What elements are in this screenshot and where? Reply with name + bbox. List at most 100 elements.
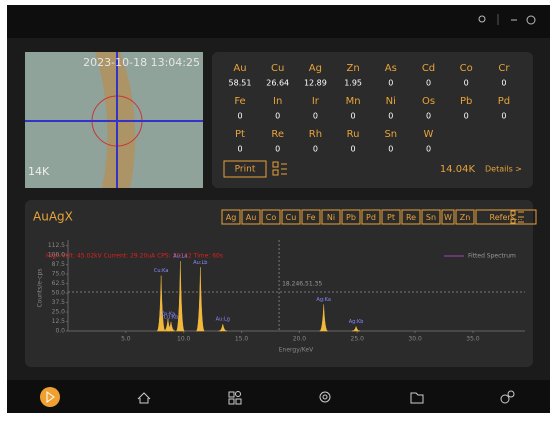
- y-tick-label: 100.0: [48, 252, 65, 259]
- element-symbol: Ru: [347, 129, 360, 140]
- bottom-nav: [7, 380, 550, 413]
- start-button[interactable]: [40, 387, 60, 407]
- x-tick-label: 35.0: [466, 336, 480, 343]
- peak-label: Ag:Kb: [349, 319, 364, 325]
- cursor-label: 18.246,51.35: [282, 281, 322, 288]
- zoom: 14K: [28, 165, 50, 178]
- acquisition-info: High Volt: 45.02kV Current: 29.20uA CPS:…: [46, 253, 223, 260]
- filter-label[interactable]: Pb: [346, 213, 356, 222]
- element-value: 0: [275, 112, 280, 121]
- spectrum-panel: [25, 200, 533, 367]
- element-symbol: Os: [422, 96, 435, 107]
- y-tick-label: 62.5: [52, 280, 66, 287]
- filter-button[interactable]: [341, 209, 361, 225]
- element-value: 0: [501, 79, 506, 88]
- spectrum-peak: [352, 325, 361, 332]
- y-tick-label: 25.0: [52, 309, 66, 316]
- filter-label[interactable]: Sn: [426, 213, 436, 222]
- element-value: 0: [426, 79, 431, 88]
- filter-button[interactable]: [261, 209, 281, 225]
- y-axis-label: Counts/e-cps: [37, 268, 44, 307]
- filter-button[interactable]: [361, 209, 381, 225]
- folder-icon[interactable]: [410, 392, 424, 404]
- filter-button[interactable]: [301, 209, 321, 225]
- element-symbol: Sn: [384, 129, 397, 140]
- x-tick-label: 20.0: [293, 336, 307, 343]
- y-tick-label: 87.5: [52, 261, 66, 268]
- peak-label: Au:Lg: [216, 317, 230, 323]
- element-symbol: Rh: [309, 129, 322, 140]
- settings-icon[interactable]: [319, 391, 331, 403]
- filter-button[interactable]: [441, 209, 455, 225]
- filter-button[interactable]: [281, 209, 301, 225]
- spectrum-peak: [196, 267, 205, 332]
- list-icon[interactable]: [510, 210, 524, 224]
- home-icon[interactable]: [137, 392, 151, 404]
- element-symbol: Re: [271, 129, 284, 140]
- element-symbol: In: [273, 96, 282, 107]
- element-value: 26.64: [266, 79, 289, 88]
- element-value: 0: [464, 79, 469, 88]
- element-symbol: Ni: [386, 96, 396, 107]
- print-label[interactable]: Print: [235, 165, 256, 175]
- filter-label[interactable]: Cu: [286, 213, 297, 222]
- filter-button[interactable]: [421, 209, 441, 225]
- count: 14.04K: [440, 164, 476, 175]
- filter-label[interactable]: Au: [246, 213, 257, 222]
- element-symbol: Pd: [498, 96, 510, 107]
- peak-label: Cu:Ka: [154, 268, 169, 274]
- element-symbol: Pt: [235, 129, 245, 140]
- element-value: 0: [351, 112, 356, 121]
- filter-button[interactable]: [381, 209, 401, 225]
- spectrum-peak: [156, 275, 166, 332]
- filter-label[interactable]: W: [444, 213, 452, 222]
- filter-label[interactable]: Pd: [366, 213, 376, 222]
- peak-label: Au:Lb: [193, 260, 207, 266]
- power[interactable]: [526, 15, 536, 25]
- filter-label[interactable]: Zn: [460, 213, 471, 222]
- spectrum-peak: [218, 324, 227, 332]
- element-value: 0: [388, 145, 393, 154]
- filter-button[interactable]: [321, 209, 341, 225]
- details-link[interactable]: Details >: [485, 165, 522, 174]
- results-panel: [212, 52, 533, 188]
- print-button[interactable]: [223, 160, 267, 178]
- x-tick-label: 15.0: [235, 336, 249, 343]
- filter-button[interactable]: [401, 209, 421, 225]
- filter-button[interactable]: [475, 209, 537, 225]
- filter-button[interactable]: [221, 209, 241, 225]
- filter-label[interactable]: Refers...: [490, 213, 523, 222]
- filter-label[interactable]: Co: [266, 213, 277, 222]
- user-icon[interactable]: [478, 15, 486, 23]
- filter-button[interactable]: [241, 209, 261, 225]
- element-symbol: Cu: [271, 63, 284, 74]
- advanced-settings-icon[interactable]: [500, 394, 510, 404]
- filter-label[interactable]: Re: [406, 213, 416, 222]
- element-symbol: Fe: [234, 96, 245, 107]
- element-symbol: As: [385, 63, 397, 74]
- list-icon[interactable]: [272, 161, 287, 176]
- element-value: 0: [464, 112, 469, 121]
- x-axis-label: Energy/KeV: [279, 347, 314, 354]
- filter-label[interactable]: Ag: [226, 213, 237, 222]
- filter-button[interactable]: [455, 209, 475, 225]
- y-tick-label: 112.5: [48, 242, 65, 249]
- element-value: 0: [351, 145, 356, 154]
- apps-icon[interactable]: [228, 391, 235, 398]
- x-tick-label: 30.0: [408, 336, 422, 343]
- element-value: 0: [313, 112, 318, 121]
- filter-label[interactable]: Ni: [327, 213, 335, 222]
- y-tick-label: 12.5: [52, 318, 66, 325]
- element-value: 12.89: [304, 79, 327, 88]
- filter-label[interactable]: Fe: [306, 213, 315, 222]
- y-tick-label: 50.0: [52, 290, 66, 297]
- peak-label: Au:La: [173, 254, 187, 260]
- spectrum-peak: [166, 321, 176, 332]
- element-value: 0: [313, 145, 318, 154]
- spectrum-peak: [176, 261, 185, 332]
- element-symbol: Au: [233, 63, 246, 74]
- nav-icons: [137, 390, 515, 405]
- y-tick-label: 0.0: [55, 328, 65, 335]
- filter-label[interactable]: Pt: [387, 213, 395, 222]
